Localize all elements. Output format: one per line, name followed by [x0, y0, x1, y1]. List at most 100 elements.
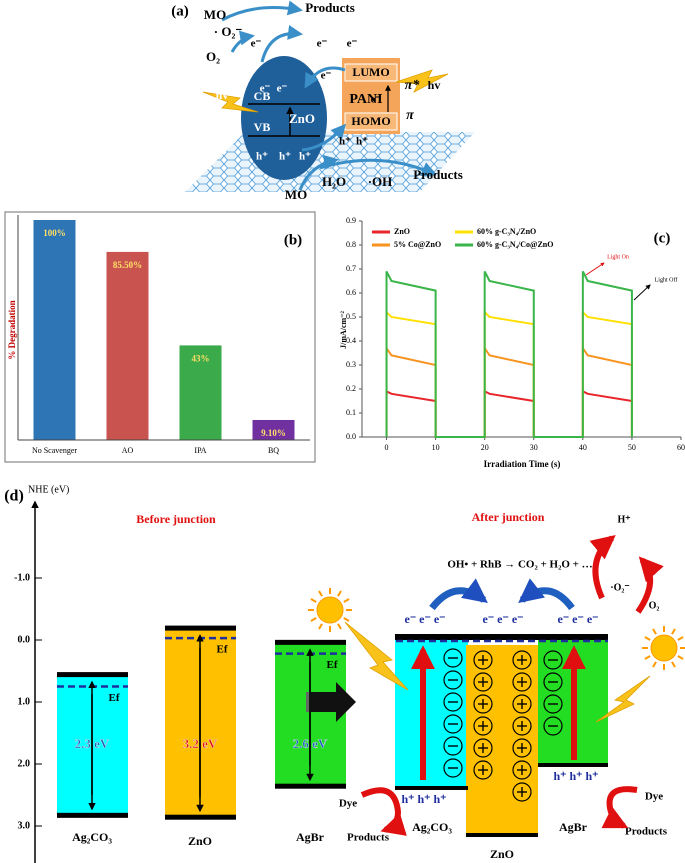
x-tick-label: BQ — [268, 446, 279, 455]
annotation-arrow — [633, 284, 651, 301]
label: e⁻ — [317, 38, 328, 50]
series-line — [385, 309, 633, 438]
species-label: H⁺ — [617, 514, 630, 525]
products-label: Products — [347, 832, 390, 844]
lumo-box — [344, 63, 398, 82]
y-tick-label: 0.7 — [346, 264, 356, 273]
label: e⁻ — [371, 94, 382, 106]
degradation-arrow — [601, 786, 638, 829]
bar — [106, 251, 149, 440]
electron-label: e⁻ e⁻ e⁻ — [558, 612, 599, 626]
electron-transfer-arrow — [518, 578, 575, 611]
value-label: 43% — [192, 353, 210, 363]
fermi-label: Ef — [109, 692, 120, 704]
band-gap-label: 3.2 eV — [183, 736, 218, 751]
y-tick-label: 0.1 — [346, 408, 356, 417]
negative-charge — [543, 694, 563, 714]
label: e⁻ — [321, 70, 332, 82]
dye-label: Dye — [339, 798, 357, 810]
series-line — [385, 270, 633, 438]
band-gap-label: 2.6 eV — [293, 736, 328, 751]
x-tick-label: 30 — [530, 443, 538, 452]
positive-charge — [473, 694, 493, 714]
positive-charge — [512, 760, 532, 780]
positive-charge — [512, 650, 532, 670]
panel-label: (d) — [4, 488, 24, 505]
axis-tick-label: 2.0 — [18, 758, 31, 769]
arrow — [221, 0, 303, 22]
label: MO — [204, 7, 226, 22]
vb-edge — [57, 812, 128, 818]
dye-label: Dye — [645, 791, 663, 803]
panel-label: (c) — [654, 230, 671, 246]
label: hv — [216, 88, 229, 102]
panel-label: (a) — [171, 3, 189, 19]
negative-charge — [543, 672, 563, 692]
axis-tick-label: 3.0 — [18, 820, 31, 831]
sun-ray — [343, 617, 350, 622]
x-tick-label: 20 — [481, 443, 489, 452]
positive-charge — [473, 738, 493, 758]
bar — [252, 419, 295, 440]
label: H₂O — [322, 174, 346, 189]
axis-title: NHE (eV) — [28, 484, 69, 495]
label: ·OH — [368, 174, 393, 189]
label: e⁻ — [277, 83, 288, 95]
negative-charge — [443, 692, 463, 712]
sun-ray — [337, 623, 342, 630]
sun-ray — [671, 661, 676, 668]
material-label: Ag₂CO₃ — [72, 830, 112, 844]
fermi-label: Ef — [327, 659, 338, 671]
sun-ray — [337, 590, 342, 597]
band-gap-label: 2.3 eV — [75, 736, 110, 751]
sun-ray — [318, 590, 323, 597]
vb-edge — [395, 786, 468, 790]
hole-label: h⁺ h⁺ h⁺ — [401, 792, 446, 806]
positive-charge — [473, 650, 493, 670]
sun — [316, 596, 344, 624]
negative-charge — [443, 670, 463, 690]
label: ZnO — [289, 111, 315, 126]
cb-edge — [275, 639, 346, 645]
negative-charge — [443, 736, 463, 756]
arrow — [230, 30, 255, 53]
degradation-arrow — [360, 787, 407, 836]
arrow — [319, 158, 437, 176]
material-label: ZnO — [490, 847, 514, 861]
cb-edge — [165, 625, 236, 631]
negative-charge — [443, 758, 463, 778]
sun-ray — [644, 655, 651, 660]
arrow — [298, 154, 339, 191]
hole-label: h⁺ h⁺ h⁺ — [553, 769, 598, 783]
light-bolt — [344, 621, 409, 691]
label: VB — [254, 120, 271, 134]
label: hv — [428, 78, 441, 92]
label: PANI — [349, 92, 382, 107]
label: π* — [405, 78, 421, 93]
sun-ray — [677, 655, 684, 660]
positive-charge — [512, 694, 532, 714]
vb-edge — [538, 763, 608, 767]
positive-charge — [512, 738, 532, 758]
label: e⁻ — [347, 38, 358, 50]
negative-charge — [543, 650, 563, 670]
shadow — [306, 692, 309, 712]
vb-edge — [165, 814, 236, 820]
panel-label: (b) — [284, 232, 302, 248]
label: O₂ — [206, 49, 220, 64]
legend-label: 60% g-C₃N₄/ZnO — [477, 227, 536, 236]
value-label: 100% — [43, 228, 66, 238]
legend-label: 5% Co@ZnO — [394, 240, 441, 249]
label: Products — [305, 0, 355, 15]
cb-edge — [57, 672, 128, 678]
fermi-label: Ef — [217, 644, 228, 656]
legend-label: 60% g-C₃N₄/Co@ZnO — [477, 240, 553, 249]
light-bolt — [595, 675, 651, 723]
value-label: 9.10% — [261, 428, 286, 438]
label: π — [406, 108, 414, 123]
products-label: Products — [625, 826, 668, 838]
label: · O₂⁻ — [214, 24, 243, 39]
arrow — [304, 66, 346, 89]
legend-label: ZnO — [394, 227, 410, 236]
